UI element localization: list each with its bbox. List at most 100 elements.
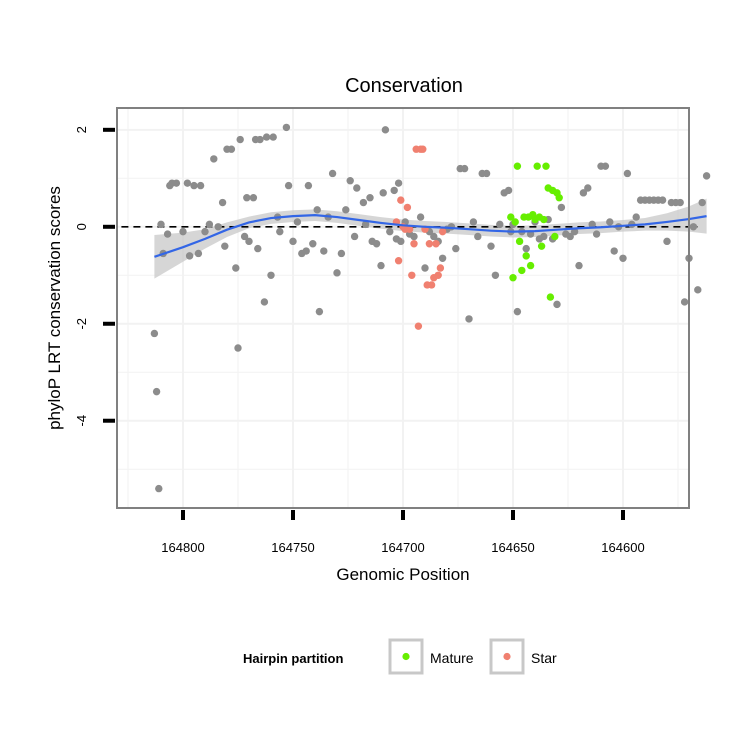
- point-other: [601, 162, 610, 170]
- point-other: [394, 179, 403, 187]
- legend-label-star: Star: [531, 650, 557, 666]
- confidence-band-layer: [154, 198, 707, 279]
- point-other: [236, 135, 244, 144]
- point-other: [606, 218, 614, 226]
- x-tick-label: 164700: [381, 540, 424, 555]
- point-other: [201, 227, 209, 236]
- point-other: [386, 227, 394, 236]
- point-other: [269, 133, 277, 141]
- point-other: [592, 230, 601, 238]
- point-other: [702, 172, 711, 180]
- point-other: [214, 223, 222, 231]
- point-star: [425, 240, 434, 248]
- point-star: [394, 257, 403, 265]
- point-other: [390, 186, 398, 195]
- point-other: [260, 298, 269, 306]
- point-other: [254, 244, 262, 253]
- point-other: [663, 237, 671, 246]
- point-other: [282, 123, 291, 132]
- point-other: [588, 220, 596, 229]
- point-mature: [507, 213, 515, 221]
- point-other: [333, 269, 341, 277]
- point-other: [465, 315, 473, 323]
- point-other: [190, 181, 198, 190]
- point-star: [414, 322, 423, 330]
- point-other: [698, 198, 706, 207]
- point-other: [366, 193, 374, 202]
- x-axis-title: Genomic Position: [336, 565, 469, 584]
- point-other: [185, 252, 194, 260]
- point-other: [553, 300, 561, 309]
- confidence-band: [154, 198, 707, 279]
- point-star: [410, 240, 418, 248]
- point-mature: [526, 261, 535, 270]
- point-other: [337, 249, 346, 258]
- smooth-trend-line: [154, 214, 707, 258]
- point-star: [403, 203, 412, 212]
- point-mature: [533, 162, 541, 170]
- point-other: [342, 206, 350, 214]
- point-other: [196, 181, 205, 190]
- point-other: [205, 220, 214, 229]
- x-tick-label: 164650: [491, 540, 534, 555]
- point-star: [434, 271, 442, 279]
- point-other: [397, 237, 405, 246]
- point-other: [416, 213, 425, 221]
- y-tick-label: -2: [74, 318, 89, 330]
- point-other: [243, 193, 251, 202]
- point-other: [421, 264, 429, 272]
- point-other: [157, 220, 165, 229]
- point-other: [150, 329, 159, 338]
- point-mature: [511, 218, 519, 226]
- point-other: [353, 184, 361, 192]
- point-mature: [542, 162, 550, 170]
- point-other: [460, 164, 469, 173]
- point-other: [689, 223, 698, 231]
- point-other: [245, 237, 253, 246]
- point-star: [427, 281, 436, 289]
- point-star: [436, 264, 445, 272]
- point-other: [372, 240, 381, 248]
- smooth-curve-layer: [154, 214, 707, 258]
- point-other: [183, 179, 192, 187]
- point-mature: [540, 215, 548, 224]
- x-axis: 164800 164750 164700 164650 164600: [161, 510, 645, 555]
- point-other: [267, 271, 275, 279]
- point-mature: [515, 237, 524, 246]
- legend-item-mature: Mature: [388, 638, 474, 675]
- point-other: [256, 135, 264, 144]
- point-other: [234, 344, 242, 352]
- legend: Hairpin partition Mature Star: [243, 638, 557, 675]
- point-other: [610, 247, 618, 255]
- point-other: [163, 230, 172, 238]
- point-other: [152, 387, 161, 396]
- point-other: [284, 181, 293, 190]
- point-other: [194, 249, 203, 258]
- point-other: [309, 240, 317, 248]
- point-mature: [518, 266, 526, 275]
- y-tick-label: -4: [74, 415, 89, 427]
- point-star: [438, 227, 447, 236]
- point-other: [350, 232, 359, 241]
- legend-title: Hairpin partition: [243, 651, 343, 666]
- point-other: [172, 179, 181, 187]
- y-tick-label: 0: [74, 223, 89, 230]
- point-mature: [551, 232, 559, 241]
- point-other: [218, 198, 227, 207]
- point-other: [210, 155, 218, 163]
- point-other: [496, 220, 504, 229]
- point-other: [584, 184, 592, 192]
- y-axis-title: phyloP LRT conservation scores: [45, 186, 64, 430]
- plot-panel-border: [116, 107, 690, 509]
- point-other: [320, 247, 328, 255]
- point-other: [262, 133, 271, 141]
- x-tick-label: 164750: [271, 540, 314, 555]
- point-other: [302, 247, 310, 255]
- point-other: [359, 198, 368, 207]
- point-other: [289, 237, 297, 246]
- point-other: [575, 261, 583, 270]
- point-other: [619, 254, 627, 263]
- point-other: [676, 198, 684, 207]
- point-other: [346, 177, 354, 185]
